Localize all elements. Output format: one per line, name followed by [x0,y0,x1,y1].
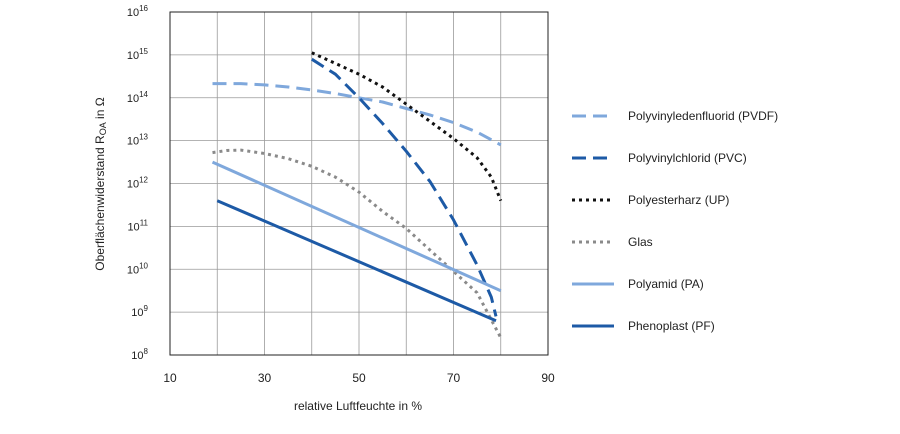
x-axis-ticks: 10 30 50 70 90 [163,371,555,385]
x-tick-label: 50 [352,371,366,385]
x-tick-label: 10 [163,371,177,385]
series-line-6 [216,199,497,323]
legend-label: Polyvinyledenfluorid (PVDF) [628,109,778,123]
y-tick-label: 1010 [127,261,149,276]
x-tick-label: 90 [541,371,555,385]
y-axis-title-main: Oberflächenwiderstand R [93,135,107,271]
y-tick-label: 1015 [127,47,149,62]
legend-label: Polyesterharz (UP) [628,193,729,207]
y-tick-label: 1016 [127,4,149,19]
y-tick-label: 1014 [127,90,149,105]
legend-label: Phenoplast (PF) [628,319,715,333]
x-tick-label: 30 [258,371,272,385]
plot-frame [169,11,549,356]
series-line-5 [211,160,502,293]
series-group [211,51,503,339]
y-tick-label: 1011 [127,218,148,233]
legend-label: Polyamid (PA) [628,277,704,291]
legend: Polyvinyledenfluorid (PVDF) Polyvinylchlo… [572,109,778,333]
grid [170,12,548,355]
y-axis-title: Oberflächenwiderstand ROA in Ω [93,97,108,270]
series-line-1 [212,82,502,147]
legend-label: Glas [628,235,653,249]
y-axis-title-suffix: in Ω [93,97,107,122]
x-axis-title: relative Luftfeuchte in % [294,399,422,413]
series-line-4 [212,148,503,339]
y-tick-label: 109 [131,304,148,319]
legend-label: Polyvinylchlorid (PVC) [628,151,747,165]
y-tick-label: 1013 [127,133,149,148]
y-tick-label: 108 [131,347,148,362]
y-axis-title-subscript: OA [98,122,108,135]
x-tick-label: 70 [447,371,461,385]
y-axis-ticks: 108 109 1010 1011 1012 1013 1014 1015 1016 [127,4,149,362]
y-tick-label: 1012 [127,176,149,191]
series-line-2 [310,57,498,317]
